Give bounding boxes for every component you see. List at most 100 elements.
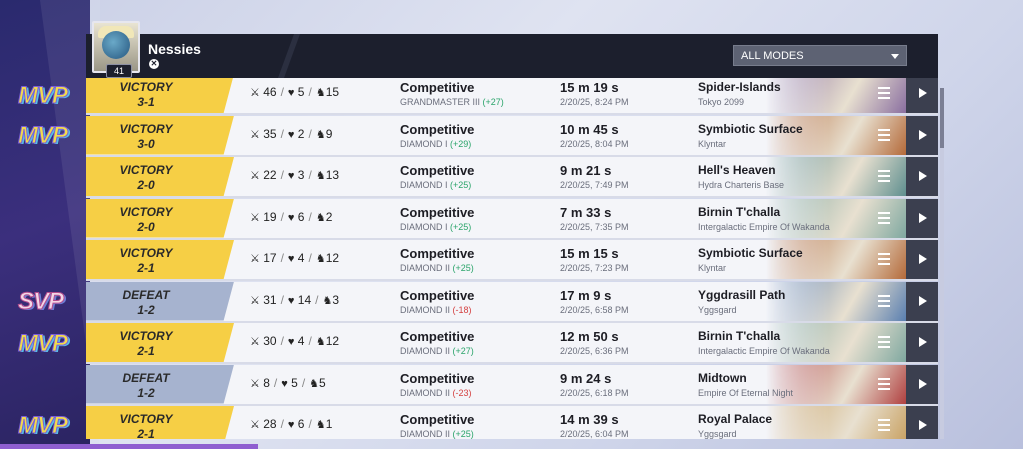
details-menu-icon[interactable] [878,211,890,224]
replay-button[interactable] [906,157,938,196]
match-row[interactable]: VICTORY 2-0 ⚔ 22/♥ 3/♞13 Competitive DIAMOND… [86,157,938,198]
result-label: VICTORY [119,121,173,136]
kills-icon: ⚔ [250,170,260,182]
play-icon [919,212,927,223]
rank-info: DIAMOND I (+25) [400,180,471,190]
match-row[interactable]: VICTORY 2-1 ⚔ 17/♥ 4/♞12 Competitive DIAMOND… [86,240,938,281]
deaths-count: 5 [297,85,305,99]
rank-delta: (+27) [452,346,474,356]
result-label: DEFEAT [122,287,170,302]
result-panel: VICTORY 2-0 [86,157,234,196]
rank-tier: DIAMOND II [400,387,451,398]
match-date: 2/20/25, 6:04 PM [560,429,629,439]
map-name: Royal Palace [698,412,773,426]
details-menu-icon[interactable] [878,128,890,141]
replay-button[interactable] [906,364,938,404]
player-level: 41 [106,64,132,78]
result-score: 2-1 [137,427,155,439]
mode-filter-dropdown[interactable]: ALL MODES [733,45,907,66]
match-date: 2/20/25, 6:58 PM [560,304,629,315]
kda-stats: ⚔ 19/♥ 6/♞2 [250,210,332,224]
match-row[interactable]: DEFEAT 1-2 ⚔ 31/♥ 14/♞3 Competitive DIAMOND … [86,281,938,323]
result-score: 2-1 [137,261,155,275]
scrollbar-thumb[interactable] [940,88,944,148]
result-score: 3-1 [137,95,155,109]
match-row[interactable]: VICTORY 2-1 ⚔ 28/♥ 6/♞1 Competitive DIAMOND … [86,406,938,439]
rank-info: DIAMOND II (+25) [400,429,474,439]
replay-button[interactable] [906,78,938,113]
mode-filter-value: ALL MODES [741,50,804,62]
deaths-icon: ♥ [287,253,295,265]
game-mode: Competitive [400,412,475,427]
map-region: Klyntar [698,138,727,149]
rank-info: GRANDMASTER III (+27) [400,97,504,107]
match-row[interactable]: VICTORY 3-0 ⚔ 35/♥ 2/♞9 Competitive DIAMOND … [86,115,938,157]
kills-icon: ⚔ [250,211,260,224]
rank-tier: GRANDMASTER III [400,97,481,107]
match-duration: 7 m 33 s [560,204,612,220]
match-duration: 12 m 50 s [560,329,619,344]
separator: / [308,417,312,431]
separator: / [308,85,312,99]
replay-button[interactable] [906,115,938,155]
result-label: VICTORY [119,412,173,426]
assists-icon: ♞ [315,128,326,141]
result-panel: DEFEAT 1-2 [86,364,234,404]
result-score: 2-0 [137,219,155,234]
details-menu-icon[interactable] [878,253,890,265]
rank-delta: (-18) [452,304,472,315]
replay-button[interactable] [906,323,938,362]
map-region: Hydra Charteris Base [698,180,785,190]
map-name: Birnin T'challa [698,204,781,219]
details-menu-icon[interactable] [878,419,890,431]
match-row[interactable]: DEFEAT 1-2 ⚔ 8/♥ 5/♞5 Competitive DIAMOND II… [86,364,938,406]
kills-count: 31 [263,292,277,307]
kills-count: 8 [263,375,270,390]
replay-button[interactable] [906,240,938,279]
details-menu-icon[interactable] [878,170,890,182]
replay-button[interactable] [906,406,938,439]
kda-stats: ⚔ 35/♥ 2/♞9 [250,127,332,141]
kills-icon: ⚔ [250,377,260,390]
match-row[interactable]: VICTORY 2-0 ⚔ 19/♥ 6/♞2 Competitive DIAMOND … [86,198,938,240]
mvp-badge: MVP [17,122,68,150]
result-score: 3-0 [137,136,155,151]
match-history-list[interactable]: VICTORY 3-1 ⚔ 46/♥ 5/♞15 Competitive GRANDMA… [86,78,938,439]
match-date: 2/20/25, 6:18 PM [560,387,629,398]
game-mode: Competitive [400,80,475,95]
rank-info: DIAMOND I (+25) [400,222,471,232]
scrollbar[interactable] [940,88,944,439]
match-date: 2/20/25, 7:49 PM [560,180,629,190]
rank-tier: DIAMOND I [400,221,448,232]
result-score: 1-2 [137,385,155,400]
result-label: VICTORY [119,80,173,94]
separator: / [280,209,284,224]
map-region: Yggsgard [698,429,737,439]
details-menu-icon[interactable] [878,87,890,99]
map-name: Symbiotic Surface [698,121,803,136]
assists-icon: ♞ [322,294,333,307]
kills-count: 28 [263,417,277,431]
assists-count: 15 [325,85,340,99]
separator: / [280,85,284,99]
assists-icon: ♞ [315,419,326,431]
details-menu-icon[interactable] [878,336,890,348]
deaths-icon: ♥ [287,128,295,141]
deaths-icon: ♥ [281,377,288,390]
details-menu-icon[interactable] [878,377,890,390]
kills-count: 22 [263,168,277,182]
kills-count: 30 [263,334,277,348]
assists-icon: ♞ [315,87,326,99]
replay-button[interactable] [906,281,938,321]
assists-icon: ♞ [315,170,326,182]
separator: / [280,251,284,265]
deaths-icon: ♥ [287,211,295,224]
replay-button[interactable] [906,198,938,238]
result-panel: VICTORY 3-1 [86,78,234,113]
details-menu-icon[interactable] [878,294,890,307]
match-row[interactable]: VICTORY 3-1 ⚔ 46/♥ 5/♞15 Competitive GRANDMA… [86,78,938,115]
deaths-count: 6 [297,417,305,431]
match-row[interactable]: VICTORY 2-1 ⚔ 30/♥ 4/♞12 Competitive DIAMOND… [86,323,938,364]
result-panel: VICTORY 3-0 [86,115,234,155]
rank-tier: DIAMOND II [400,263,451,273]
